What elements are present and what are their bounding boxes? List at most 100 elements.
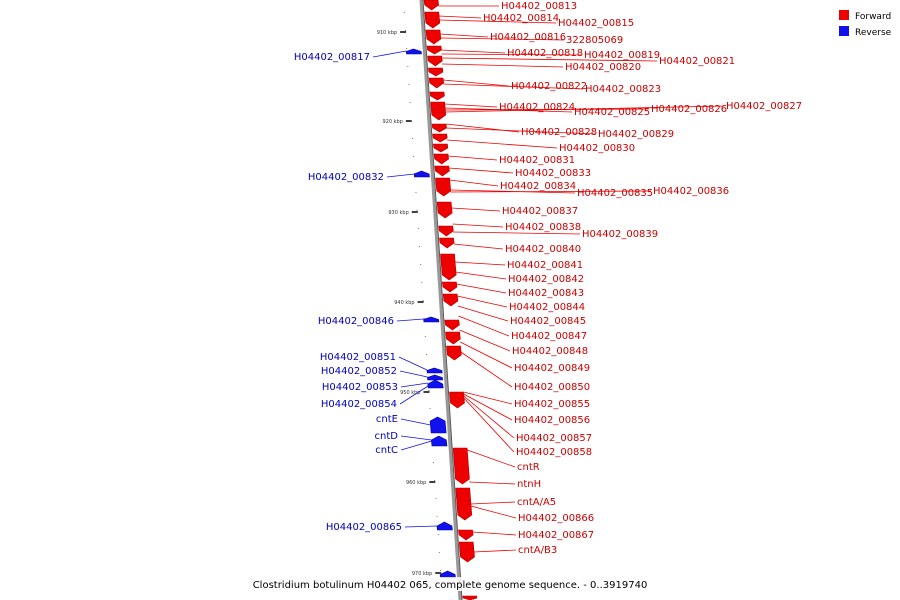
reverse-gene-label: H04402_00817 [294, 52, 370, 63]
reverse-leader-line [399, 385, 429, 405]
forward-gene-label: H04402_00816 [490, 32, 566, 43]
forward-gene-label: H04402_00835 [577, 188, 653, 199]
forward-gene-label: cntA/B3 [518, 545, 557, 556]
forward-gene-label: H04402_00840 [505, 244, 581, 255]
forward-gene-label: H04402_00820 [565, 62, 641, 73]
forward-gene-label: H04402_00850 [514, 382, 590, 393]
forward-gene [428, 77, 445, 89]
forward-leader-line [457, 305, 509, 322]
forward-leader-line [444, 103, 498, 108]
forward-gene [433, 143, 449, 153]
reverse-gene-label: cntD [375, 431, 399, 442]
forward-leader-line [449, 179, 499, 187]
forward-leader-line [441, 53, 583, 56]
forward-leader-line [460, 341, 513, 369]
forward-gene [434, 165, 450, 177]
forward-leader-line [463, 395, 515, 439]
forward-gene [458, 541, 475, 563]
minor-tick [426, 354, 428, 355]
forward-gene-label: H04402_00848 [512, 346, 588, 357]
forward-leader-line [453, 231, 581, 235]
minor-tick [404, 30, 406, 31]
genome-backbone [419, 0, 462, 600]
forward-gene [439, 237, 455, 249]
forward-leader-line [452, 223, 504, 228]
forward-gene-label: H04402_00843 [508, 288, 584, 299]
forward-gene [431, 123, 447, 133]
forward-gene-label: H04402_00828 [521, 127, 597, 138]
minor-tick [428, 390, 430, 391]
reverse-leader-line [404, 525, 438, 528]
forward-leader-line [470, 505, 517, 519]
forward-gene-label: H04402_00857 [516, 433, 592, 444]
legend-reverse-label: Reverse [855, 28, 892, 38]
forward-gene [430, 101, 447, 121]
minor-tick [418, 246, 420, 247]
forward-leader-line [439, 19, 557, 24]
reverse-gene [427, 374, 444, 381]
forward-gene-label: H04402_00813 [501, 1, 577, 12]
forward-leader-line [455, 261, 506, 266]
forward-gene-label: H04402_00858 [516, 447, 592, 458]
forward-gene-label: H04402_00814 [483, 13, 559, 24]
forward-gene-label: H04402_00822 [511, 81, 587, 92]
legend: Forward Reverse [839, 10, 892, 38]
forward-gene-label: H04402_00819 [584, 50, 660, 61]
forward-gene-label: H04402_00830 [559, 143, 635, 154]
reverse-gene-label: cntE [376, 414, 398, 425]
reverse-leader-line [400, 440, 432, 451]
legend-reverse-swatch [839, 26, 849, 36]
forward-gene-label: H04402_00847 [511, 331, 587, 342]
forward-leader-line [441, 49, 506, 54]
forward-gene-label: H04402_00827 [726, 101, 802, 112]
forward-gene-label: H04402_00815 [558, 18, 634, 29]
reverse-gene-label: H04402_00832 [308, 172, 384, 183]
reverse-gene [423, 316, 440, 323]
forward-gene-label: H04402_00842 [508, 274, 584, 285]
minor-tick [435, 498, 437, 499]
forward-gene-label: H04402_00824 [499, 102, 575, 113]
forward-leader-line [446, 127, 597, 135]
minor-tick [417, 228, 419, 229]
reverse-gene-label: H04402_00852 [321, 366, 397, 377]
minor-tick [420, 264, 422, 265]
forward-gene-label: H04402_00833 [515, 168, 591, 179]
forward-gene [435, 177, 452, 197]
forward-gene-label: H04402_00823 [585, 84, 661, 95]
forward-gene-label: H04402_00821 [659, 56, 735, 67]
forward-gene-label: H04402_00867 [518, 530, 594, 541]
forward-leader-line [463, 391, 513, 405]
reverse-gene [436, 521, 453, 531]
forward-gene [426, 45, 442, 55]
forward-leader-line [442, 63, 564, 68]
scale-tick-label: 920 kbp [382, 119, 402, 125]
forward-gene-label: H04402_00836 [653, 186, 729, 197]
scale-tick-label: 940 kbp [394, 300, 414, 306]
minor-tick [410, 120, 412, 121]
reverse-gene [426, 367, 443, 374]
reverse-leader-line [398, 356, 428, 371]
reverse-leader-line [386, 173, 415, 178]
forward-leader-line [460, 351, 513, 388]
reverse-leader-line [400, 382, 428, 388]
reverse-gene-label: H04402_00865 [326, 522, 402, 533]
forward-leader-line [440, 33, 489, 38]
forward-leader-line [445, 105, 725, 113]
forward-gene [455, 487, 473, 521]
forward-gene-label: cntR [517, 462, 540, 473]
minor-tick [406, 48, 408, 49]
scale-ticks: 910 kbp 920 kbp 930 kbp 940 kbp 950 kbp 960 k… [377, 12, 443, 589]
forward-leader-line [472, 531, 517, 536]
forward-gene-label: cntA/A5 [517, 497, 556, 508]
forward-gene [432, 133, 448, 143]
minor-tick [409, 102, 411, 103]
minor-tick [433, 462, 435, 463]
reverse-gene-label: H04402_00851 [320, 352, 396, 363]
forward-gene-label: H04402_00844 [509, 302, 585, 313]
genome-caption: Clostridium botulinum H04402 065, comple… [253, 580, 648, 591]
forward-gene-label: H04402_00856 [514, 415, 590, 426]
minor-tick [403, 12, 405, 13]
forward-leader-line [440, 37, 565, 41]
forward-leader-line [457, 295, 508, 308]
